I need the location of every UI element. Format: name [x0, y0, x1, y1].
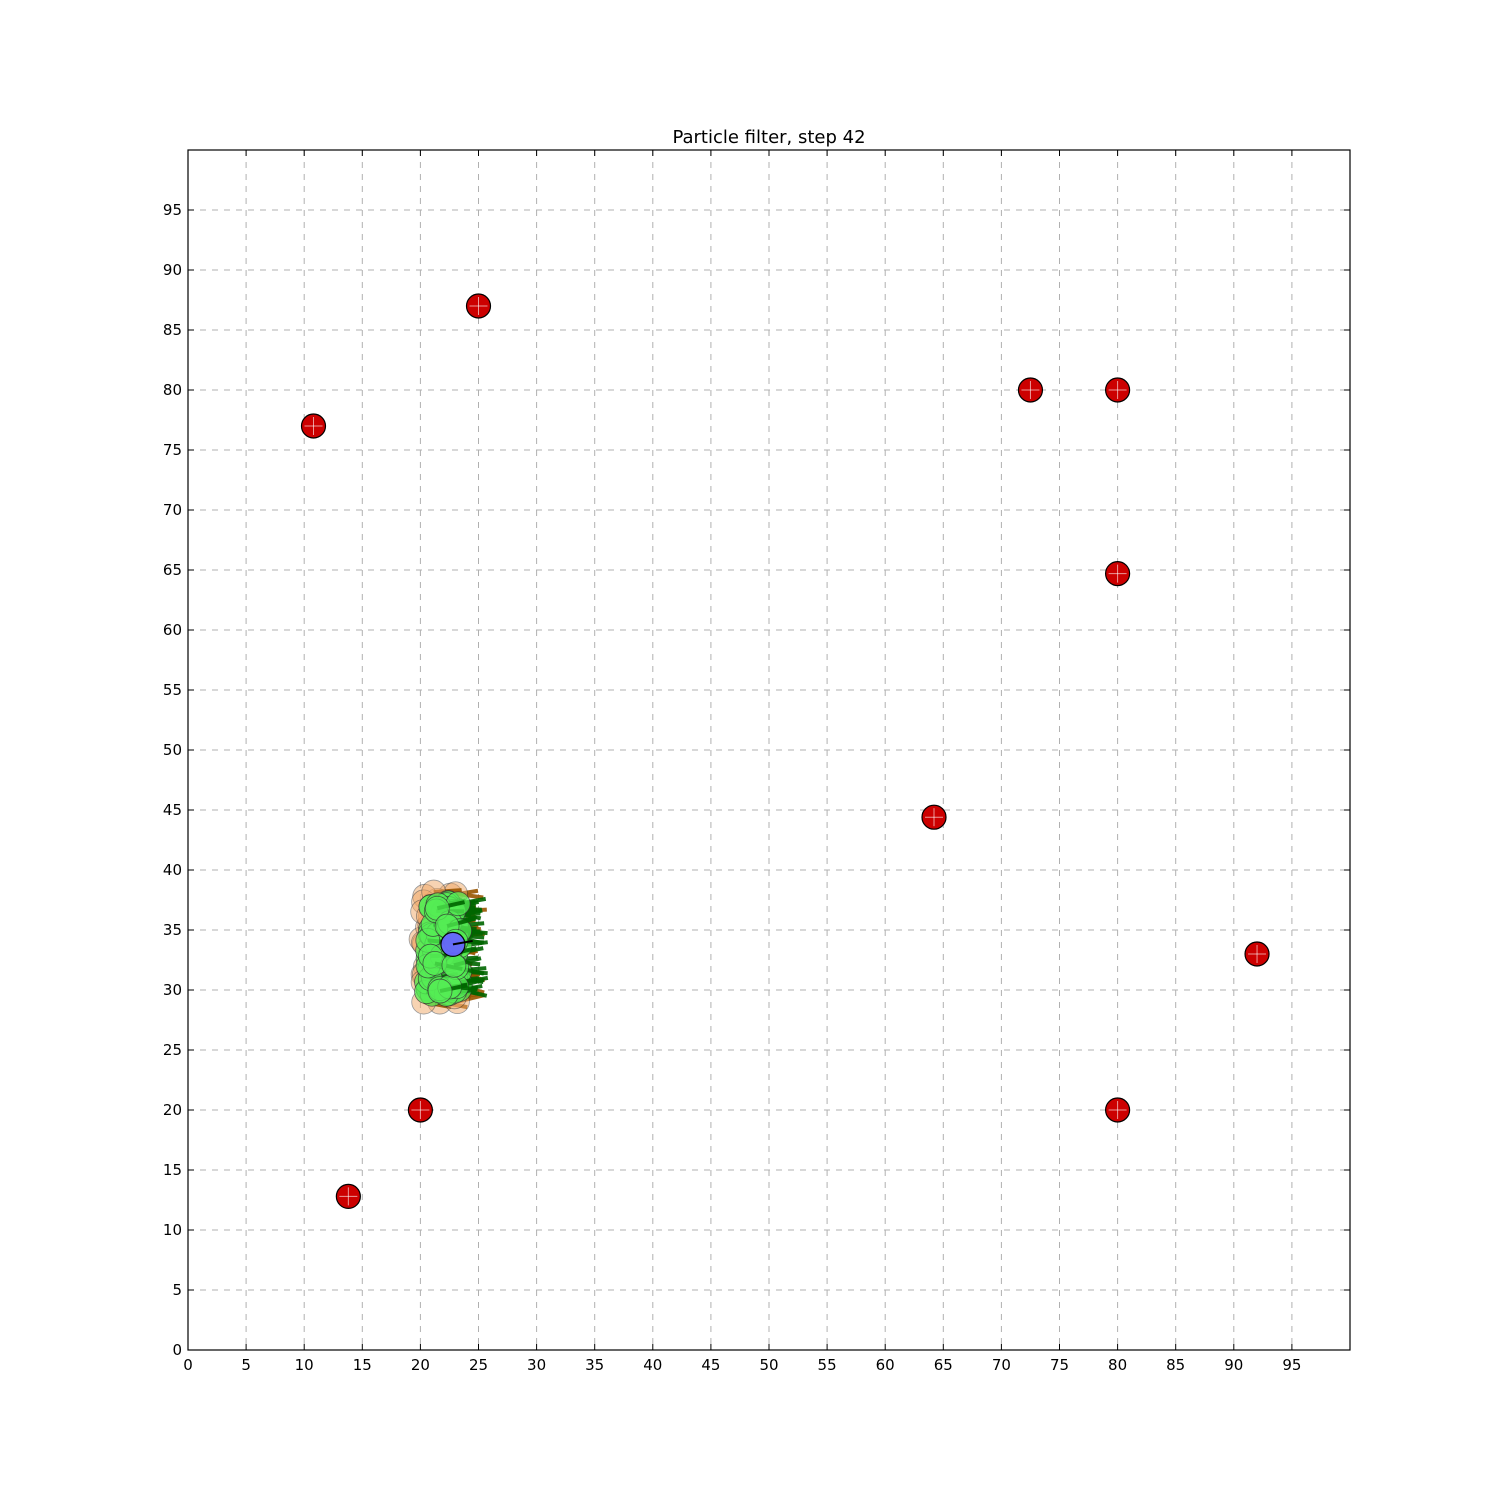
x-tick-label: 30: [527, 1356, 546, 1374]
y-tick-label: 20: [163, 1101, 182, 1119]
x-tick-label: 50: [759, 1356, 778, 1374]
y-tick-label: 35: [163, 921, 182, 939]
x-tick-label: 65: [934, 1356, 953, 1374]
x-tick-label: 80: [1108, 1356, 1127, 1374]
x-tick-label: 25: [469, 1356, 488, 1374]
x-tick-label: 40: [643, 1356, 662, 1374]
y-tick-label: 85: [163, 321, 182, 339]
y-tick-label: 75: [163, 441, 182, 459]
y-tick-label: 90: [163, 261, 182, 279]
ticks: 0 5 10 15 20 25 30 35 40 45 50 55 60 65 70 75 80 85 90 95 0 5…: [163, 150, 1350, 1374]
robot-heading: [452, 939, 473, 946]
y-tick-label: 30: [163, 981, 182, 999]
x-tick-label: 20: [411, 1356, 430, 1374]
x-tick-label: 85: [1166, 1356, 1185, 1374]
y-tick-label: 95: [163, 201, 182, 219]
y-tick-label: 45: [163, 801, 182, 819]
x-tick-label: 95: [1282, 1356, 1301, 1374]
x-tick-label: 70: [992, 1356, 1011, 1374]
x-tick-label: 75: [1050, 1356, 1069, 1374]
y-tick-label: 65: [163, 561, 182, 579]
x-tick-label: 45: [701, 1356, 720, 1374]
landmarks: [300, 293, 1270, 1210]
y-tick-label: 10: [163, 1221, 182, 1239]
robot-layer: [440, 931, 473, 958]
particle: [427, 978, 453, 1004]
y-tick-label: 15: [163, 1161, 182, 1179]
y-tick-label: 80: [163, 381, 182, 399]
x-tick-label: 60: [876, 1356, 895, 1374]
y-tick-label: 25: [163, 1041, 182, 1059]
y-tick-label: 5: [172, 1281, 182, 1299]
x-tick-label: 55: [818, 1356, 837, 1374]
chart-title: Particle filter, step 42: [672, 127, 865, 148]
x-tick-label: 35: [585, 1356, 604, 1374]
x-tick-label: 10: [295, 1356, 314, 1374]
x-tick-label: 5: [241, 1356, 251, 1374]
y-tick-label: 40: [163, 861, 182, 879]
y-tick-label: 55: [163, 681, 182, 699]
x-tick-label: 90: [1224, 1356, 1243, 1374]
grid: [188, 150, 1350, 1350]
x-tick-label: 15: [353, 1356, 372, 1374]
y-tick-label: 50: [163, 741, 182, 759]
y-tick-label: 0: [172, 1341, 182, 1359]
y-tick-label: 60: [163, 621, 182, 639]
x-tick-label: 0: [183, 1356, 193, 1374]
y-tick-label: 70: [163, 501, 182, 519]
